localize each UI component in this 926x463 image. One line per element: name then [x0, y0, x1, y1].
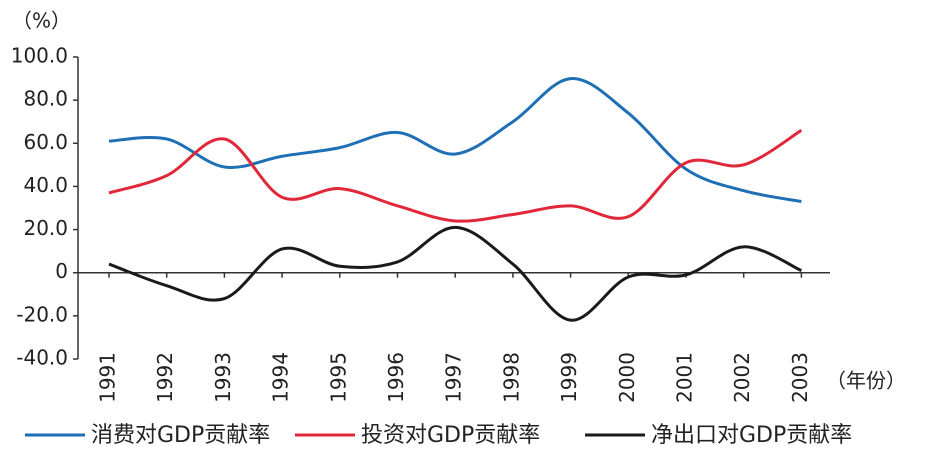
x-tick-label: 1997: [442, 352, 466, 403]
legend: 消费对GDP贡献率 投资对GDP贡献率 净出口对GDP贡献率: [25, 423, 852, 448]
y-tick-label: 20.0: [23, 216, 68, 240]
series-line: [108, 129, 803, 223]
x-tick-label: 1998: [499, 352, 523, 403]
x-axis-label: （年份）: [826, 369, 906, 393]
x-tick-label: 2003: [788, 352, 812, 403]
x-tick-label: 2001: [673, 352, 697, 403]
x-tick-label: 1995: [326, 352, 350, 403]
x-tick-label: 1993: [211, 352, 235, 403]
y-tick-label: 60.0: [23, 130, 68, 154]
series-line: [108, 225, 803, 322]
y-axis-label: （%）: [12, 9, 71, 33]
y-tick-label: 100.0: [11, 44, 68, 68]
series-line: [108, 77, 802, 204]
x-tick-label: 2000: [615, 352, 639, 403]
y-tick-label: 0: [55, 259, 68, 283]
x-tick-label: 1999: [557, 352, 581, 403]
legend-label: 净出口对GDP贡献率: [651, 423, 852, 448]
x-tick-label: 1994: [269, 352, 293, 403]
x-tick-label: 1992: [153, 352, 177, 403]
legend-label: 消费对GDP贡献率: [91, 423, 270, 448]
x-tick-label: 1991: [96, 352, 120, 403]
y-tick-label: 80.0: [23, 87, 68, 111]
x-tick-label: 2002: [730, 352, 754, 403]
x-tick-label: 1996: [384, 352, 408, 403]
y-tick-label: -40.0: [16, 346, 68, 370]
y-tick-label: -20.0: [16, 302, 68, 326]
legend-label: 投资对GDP贡献率: [361, 423, 540, 448]
y-tick-label: 40.0: [23, 173, 68, 197]
